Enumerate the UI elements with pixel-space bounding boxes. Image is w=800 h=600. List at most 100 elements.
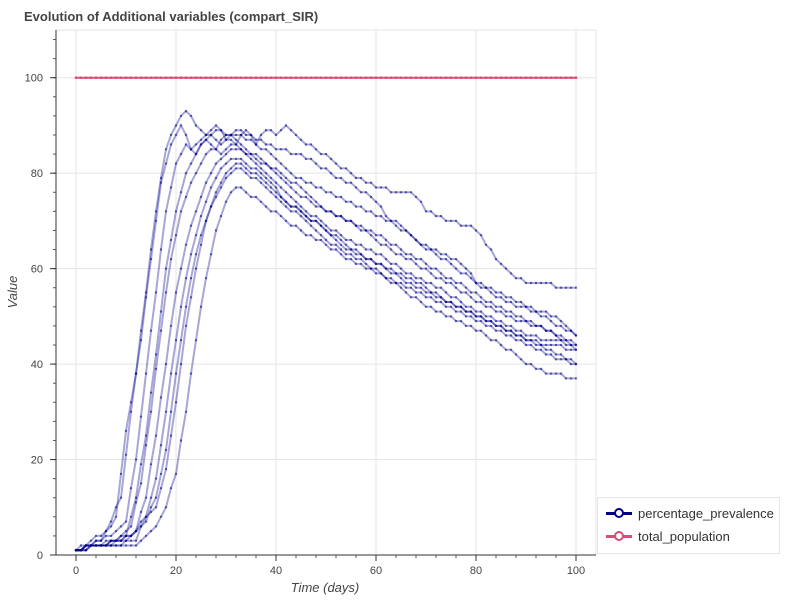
prevalence-point xyxy=(389,267,393,270)
prevalence-point xyxy=(224,172,228,175)
prevalence-point xyxy=(509,272,513,275)
prevalence-point xyxy=(294,152,298,156)
prevalence-point xyxy=(124,534,128,538)
prevalence-point xyxy=(454,286,458,289)
prevalence-point xyxy=(159,472,163,476)
prevalence-point xyxy=(169,410,173,413)
population-point xyxy=(449,76,453,79)
prevalence-point xyxy=(189,372,193,375)
prevalence-point xyxy=(269,152,273,156)
prevalence-point xyxy=(334,243,338,246)
prevalence-point xyxy=(549,281,553,285)
population-point xyxy=(74,76,78,79)
prevalence-point xyxy=(129,401,133,404)
prevalence-point xyxy=(99,534,103,538)
prevalence-point xyxy=(519,277,523,280)
prevalence-point xyxy=(534,324,538,328)
prevalence-point xyxy=(404,191,408,194)
prevalence-point xyxy=(459,305,463,308)
prevalence-point xyxy=(359,176,363,180)
prevalence-point xyxy=(514,315,518,318)
prevalence-point xyxy=(329,172,333,175)
prevalence-point xyxy=(174,472,178,476)
prevalence-point xyxy=(264,143,268,146)
population-point xyxy=(264,76,268,79)
prevalence-point xyxy=(414,238,418,242)
population-point xyxy=(134,76,138,79)
prevalence-point xyxy=(464,224,468,227)
prevalence-point xyxy=(374,272,378,275)
prevalence-point xyxy=(459,262,463,266)
prevalence-point xyxy=(259,176,263,180)
prevalence-point xyxy=(154,525,158,528)
prevalence-legend-icon xyxy=(606,508,632,518)
prevalence-point xyxy=(349,248,353,251)
prevalence-point xyxy=(129,525,133,528)
prevalence-point xyxy=(229,157,233,161)
prevalence-point xyxy=(339,253,343,256)
prevalence-point xyxy=(284,200,288,203)
prevalence-point xyxy=(249,133,253,137)
prevalence-point xyxy=(529,310,533,313)
prevalence-point xyxy=(354,224,358,227)
prevalence-point xyxy=(339,195,343,199)
prevalence-point xyxy=(349,200,353,203)
prevalence-point xyxy=(404,253,408,256)
population-point xyxy=(114,76,118,79)
prevalence-point xyxy=(194,210,198,213)
prevalence-point xyxy=(154,291,158,294)
prevalence-point xyxy=(234,143,238,146)
prevalence-point xyxy=(554,339,558,342)
prevalence-point xyxy=(549,372,553,375)
prevalence-point xyxy=(279,186,283,189)
prevalence-point xyxy=(109,544,113,547)
prevalence-point xyxy=(234,129,238,132)
prevalence-point xyxy=(309,157,313,161)
population-point xyxy=(229,76,233,79)
prevalence-point xyxy=(484,300,488,304)
prevalence-point xyxy=(504,267,508,270)
prevalence-line-run-5 xyxy=(76,148,576,552)
prevalence-point xyxy=(199,143,203,146)
prevalence-point xyxy=(539,315,543,318)
prevalence-point xyxy=(214,176,218,180)
population-point xyxy=(429,76,433,79)
prevalence-point xyxy=(399,253,403,256)
prevalence-point xyxy=(494,291,498,294)
prevalence-point xyxy=(124,544,128,547)
population-point xyxy=(149,76,153,79)
prevalence-point xyxy=(239,129,243,132)
prevalence-point xyxy=(394,224,398,227)
prevalence-point xyxy=(124,520,128,523)
prevalence-point xyxy=(399,248,403,251)
prevalence-point xyxy=(259,172,263,175)
prevalence-point xyxy=(434,300,438,304)
prevalence-point xyxy=(384,219,388,223)
prevalence-point xyxy=(224,200,228,203)
prevalence-point xyxy=(269,129,273,132)
prevalence-point xyxy=(244,129,248,132)
legend-item-prevalence[interactable]: percentage_prevalence xyxy=(606,504,774,522)
prevalence-point xyxy=(444,305,448,308)
prevalence-point xyxy=(204,200,208,203)
population-point xyxy=(254,76,258,79)
prevalence-point xyxy=(339,234,343,237)
prevalence-point xyxy=(389,191,393,194)
prevalence-point xyxy=(304,234,308,237)
prevalence-point xyxy=(339,167,343,170)
prevalence-point xyxy=(239,186,243,189)
prevalence-point xyxy=(149,329,153,332)
prevalence-point xyxy=(159,444,163,447)
prevalence-point xyxy=(139,520,143,523)
prevalence-point xyxy=(269,210,273,213)
prevalence-point xyxy=(569,343,573,347)
prevalence-point xyxy=(344,200,348,203)
prevalence-point xyxy=(144,444,148,447)
prevalence-point xyxy=(219,129,223,132)
prevalence-point xyxy=(459,272,463,275)
prevalence-point xyxy=(554,343,558,347)
prevalence-point xyxy=(94,544,98,547)
legend-item-population[interactable]: total_population xyxy=(606,527,730,545)
prevalence-point xyxy=(234,162,238,165)
prevalence-point xyxy=(509,324,513,328)
